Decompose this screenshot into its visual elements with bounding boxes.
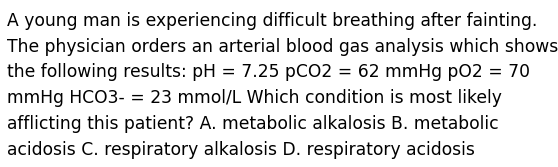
Text: acidosis C. respiratory alkalosis D. respiratory acidosis: acidosis C. respiratory alkalosis D. res… [7,141,475,159]
Text: mmHg HCO3- = 23 mmol/L Which condition is most likely: mmHg HCO3- = 23 mmol/L Which condition i… [7,89,502,107]
Text: A young man is experiencing difficult breathing after fainting.: A young man is experiencing difficult br… [7,12,537,30]
Text: the following results: pH = 7.25 pCO2 = 62 mmHg pO2 = 70: the following results: pH = 7.25 pCO2 = … [7,63,530,81]
Text: The physician orders an arterial blood gas analysis which shows: The physician orders an arterial blood g… [7,38,558,56]
Text: afflicting this patient? A. metabolic alkalosis B. metabolic: afflicting this patient? A. metabolic al… [7,115,499,133]
